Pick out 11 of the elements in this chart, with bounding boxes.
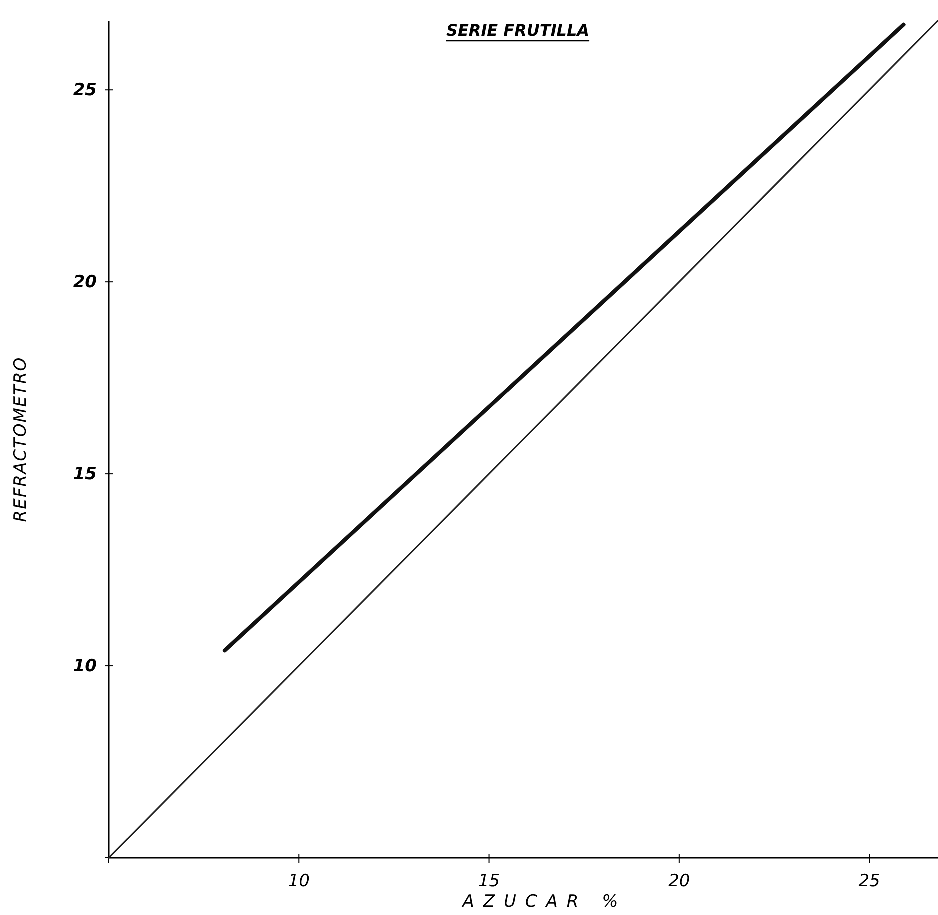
y-tick-label: 15: [73, 464, 97, 484]
x-tick-label: 10: [288, 871, 310, 892]
x-tick-label: 20: [668, 871, 690, 892]
x-tick-label: 15: [478, 871, 500, 892]
x-axis-title: AZUCAR %: [462, 892, 628, 912]
chart-title: SERIE FRUTILLA: [446, 21, 590, 40]
y-tick-label: 10: [73, 656, 98, 676]
y-tick-label: 20: [73, 272, 98, 293]
x-tick-label: 25: [858, 871, 880, 892]
y-axis-title: REFRACTOMETRO: [11, 356, 31, 522]
y-tick-label: 25: [73, 80, 97, 101]
